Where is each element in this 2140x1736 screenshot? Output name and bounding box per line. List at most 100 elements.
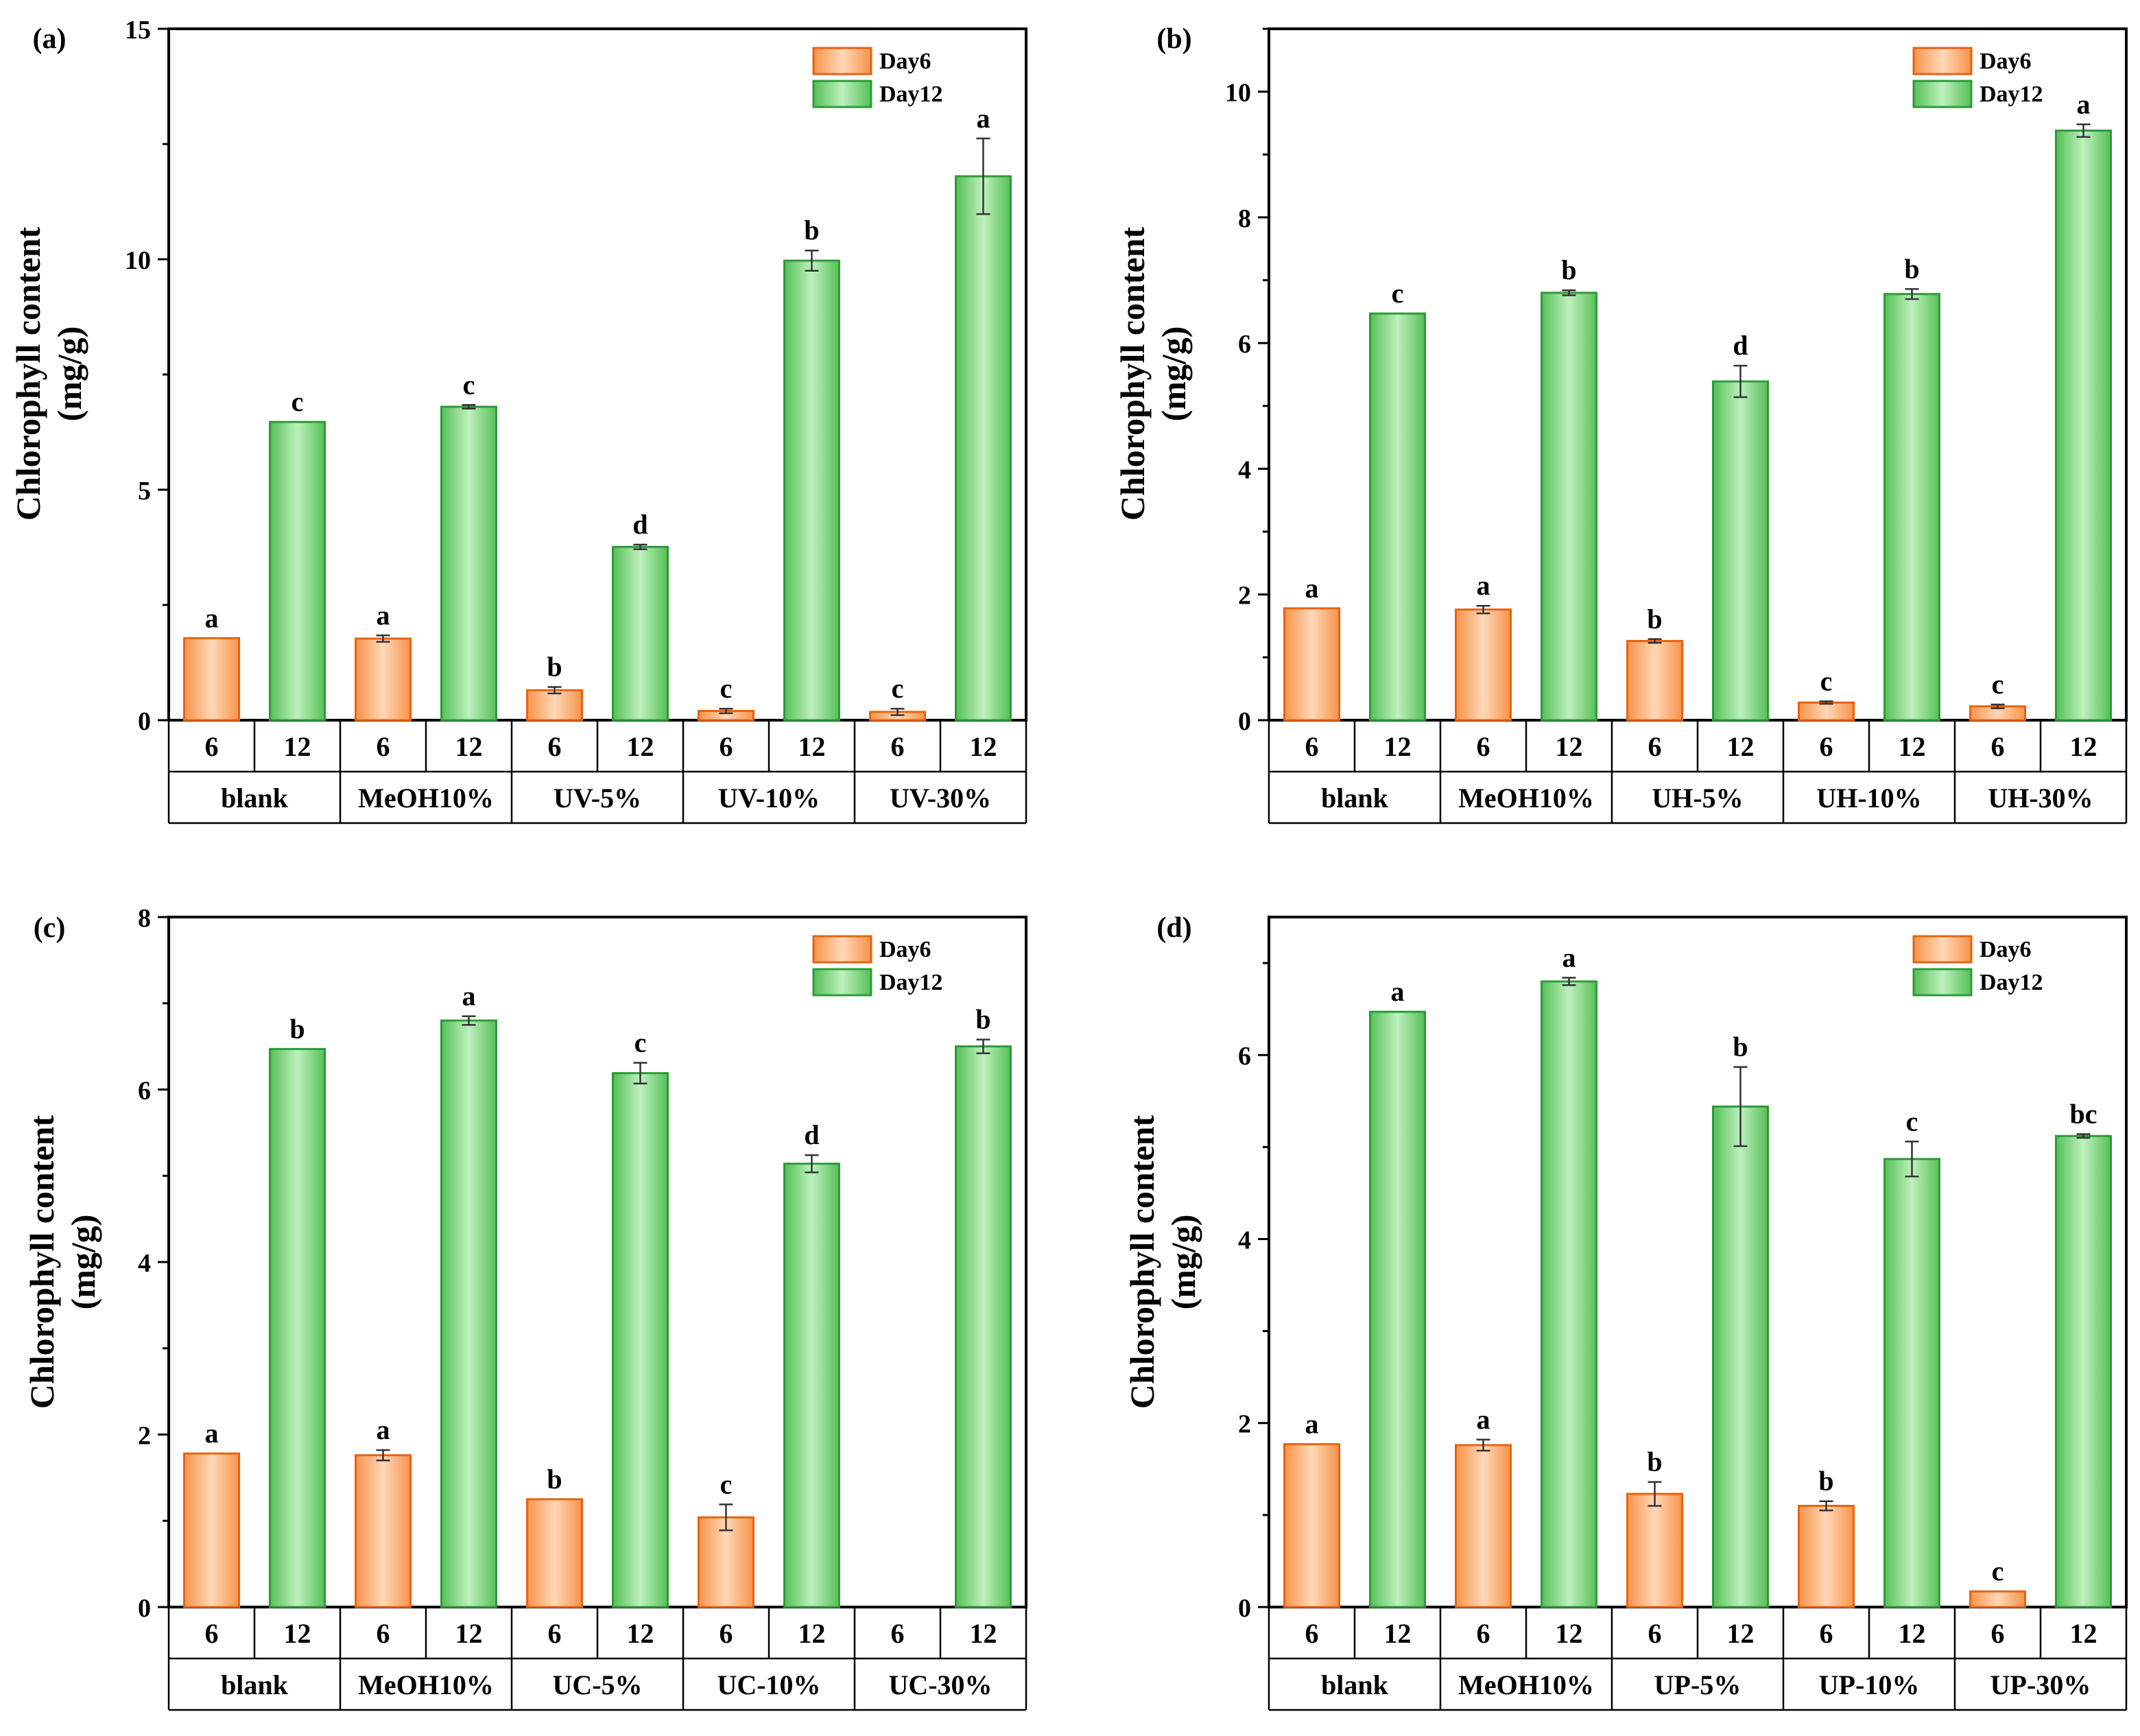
significance-letter: a [2077,88,2091,119]
x-tick-label: 6 [205,731,219,762]
x-tick-label: 6 [1305,731,1319,762]
significance-letter: c [634,1027,647,1058]
category-label: blank [221,783,289,813]
chart-panel-2: (b) Chlorophyll content(mg/g) 0 2 4 6 8 10 Day6 D… [1113,23,2128,824]
category-label: UV-5% [554,783,641,813]
x-tick-label: 6 [548,1618,562,1649]
category-label: UH-30% [1988,783,2093,813]
category-label: MeOH10% [1458,1669,1594,1700]
bar-day12-MeOH10% [1541,980,1597,1608]
bar-day6-blank [183,1452,240,1608]
significance-letter: a [205,1418,219,1449]
category-label: blank [1321,1669,1389,1700]
bar-day12-UC-5% [612,1072,669,1608]
y-tick-label: 0 [1238,707,1251,736]
legend-swatch-day6 [812,47,872,75]
y-tick-label: 2 [1238,1410,1251,1439]
x-tick-label: 6 [720,731,733,762]
bar-day12-UC-30% [955,1045,1012,1608]
bar-day6-UH-10% [1798,701,1855,722]
legend-label-day12: Day12 [879,970,943,995]
bar-day6-MeOH10% [1455,608,1512,722]
significance-letter: a [1305,1409,1319,1440]
significance-letter: c [1992,1556,2004,1586]
category-label: UV-10% [718,783,820,813]
significance-letter: d [1733,330,1748,361]
y-tick-label: 4 [1238,455,1251,484]
bar-day6-UH-5% [1626,640,1683,722]
y-tick-label: 6 [1238,1042,1251,1071]
bar-day6-blank [183,637,240,722]
bar-day12-UP-5% [1712,1105,1769,1608]
bar-day12-MeOH10% [440,405,497,722]
significance-letter: d [804,1119,819,1150]
y-tick-label: 6 [138,1077,151,1106]
significance-letter: b [975,1004,990,1035]
significance-letter: a [1477,1404,1490,1435]
x-tick-label: 12 [1384,1618,1412,1649]
y-axis-title: Chlorophyll content(mg/g) [23,1115,102,1410]
chart-panel-4: (d) Chlorophyll content(mg/g) 0 2 4 6 Day6 Day1… [1123,912,2128,1711]
bar-day12-UP-10% [1883,1158,1940,1608]
legend-label-day12: Day12 [879,82,943,107]
x-tick-label: 6 [1820,1618,1833,1649]
significance-letter: a [977,103,990,134]
bar-day12-UH-5% [1712,380,1769,722]
significance-letter: a [1305,573,1319,604]
bar-day12-UV-5% [612,545,669,722]
significance-letter: c [720,673,733,704]
x-tick-label: 12 [1727,1618,1755,1649]
x-tick-label: 12 [455,1618,483,1649]
bar-day6-UV-5% [526,689,583,722]
legend-swatch-day12 [812,968,872,997]
significance-letter: a [1562,942,1576,973]
significance-letter: c [292,386,304,417]
bar-day6-UP-30% [1969,1590,2026,1608]
y-tick-label: 0 [1238,1594,1251,1623]
y-tick-label: 5 [138,477,151,506]
bar-day6-UC-10% [698,1516,754,1608]
bar-day6-UP-10% [1798,1504,1855,1608]
x-tick-label: 6 [1991,1618,2005,1649]
x-tick-label: 6 [548,731,562,762]
bar-day12-UH-30% [2055,129,2112,722]
legend-label-day6: Day6 [1980,49,2032,74]
significance-letter: a [462,981,476,1012]
significance-letter: c [892,673,904,704]
significance-letter: b [1647,604,1662,634]
x-tick-label: 6 [1648,731,1662,762]
panel-label: (a) [33,23,67,55]
significance-letter: b [1733,1032,1748,1062]
bar-day12-UV-10% [783,259,840,722]
significance-letter: b [1561,254,1576,285]
category-label: UP-30% [1990,1669,2091,1700]
x-tick-label: 6 [891,731,905,762]
significance-letter: a [1391,976,1405,1007]
category-label: UH-10% [1816,783,1921,813]
x-tick-label: 12 [284,1618,311,1649]
y-tick-label: 2 [1238,582,1251,610]
x-tick-label: 6 [1648,1618,1662,1649]
panel-label: (b) [1156,23,1191,55]
x-tick-label: 6 [205,1618,219,1649]
x-tick-label: 12 [455,731,483,762]
y-tick-label: 0 [138,1594,151,1623]
legend-label-day6: Day6 [879,49,931,74]
x-tick-label: 12 [2070,731,2097,762]
significance-letter: b [547,1464,562,1495]
x-tick-label: 6 [1820,731,1833,762]
bar-day12-UC-10% [783,1163,840,1608]
y-tick-label: 4 [1238,1226,1251,1255]
significance-letter: c [720,1469,733,1499]
bar-day6-MeOH10% [1455,1444,1512,1608]
bar-day12-blank [1369,312,1426,722]
category-label: UP-5% [1654,1669,1741,1700]
x-tick-label: 6 [1305,1618,1319,1649]
legend-swatch-day12 [812,80,872,108]
y-tick-label: 10 [1225,79,1251,108]
y-tick-label: 8 [1238,204,1251,233]
legend-swatch-day6 [1912,935,1973,964]
x-tick-label: 12 [2070,1618,2097,1649]
x-tick-label: 6 [720,1618,733,1649]
category-label: MeOH10% [1458,783,1594,813]
